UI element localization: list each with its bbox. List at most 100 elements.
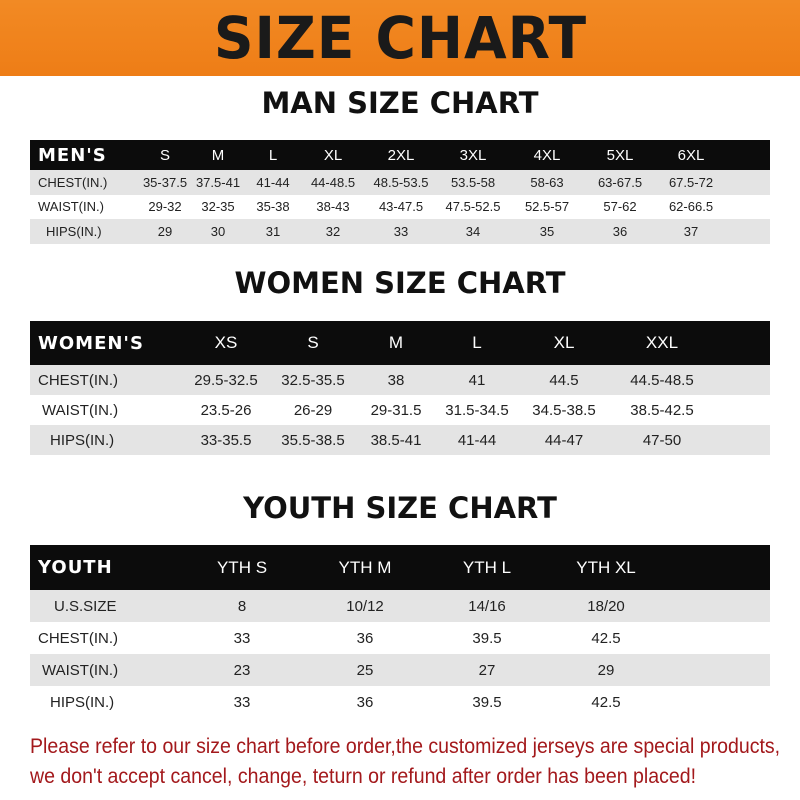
women-size-table: WOMEN'S XS S M L XL XXL CHEST(IN.) 29.5-32.5 32.5… <box>30 321 770 455</box>
size-header: XL <box>553 333 575 352</box>
table-cell: 44.5 <box>549 371 579 389</box>
table-cell: 33 <box>233 693 251 711</box>
table-cell: 8 <box>237 597 247 615</box>
size-header: YTH L <box>462 557 512 577</box>
size-header: 2XL <box>387 146 415 164</box>
table-cell: 29.5-32.5 <box>194 371 258 389</box>
table-cell: 36 <box>356 629 374 647</box>
row-label: HIPS(IN.) <box>50 431 115 449</box>
size-header: 4XL <box>533 146 561 164</box>
youth-size-table: YOUTH YTH S YTH M YTH L YTH XL U.S.SIZE 8 10/12… <box>30 545 770 718</box>
table-cell: 29 <box>157 223 173 239</box>
table-cell: 38.5-42.5 <box>630 401 694 419</box>
row-label: WAIST(IN.) <box>42 661 119 679</box>
table-cell: 44-47 <box>544 431 584 449</box>
table-cell: 42.5 <box>591 693 621 711</box>
table-cell: 44.5-48.5 <box>630 371 694 389</box>
table-cell: 33 <box>393 223 409 239</box>
table-cell: 29 <box>597 661 615 679</box>
row-label: WAIST(IN.) <box>42 401 119 419</box>
table-cell: 38 <box>387 371 405 389</box>
table-cell: 23 <box>233 661 251 679</box>
table-row: CHEST(IN.) 35-37.5 37.5-41 41-44 44-48.5 48.5… <box>30 170 770 195</box>
youth-section-title: YOUTH SIZE CHART <box>243 491 557 525</box>
table-cell: 58-63 <box>530 174 564 190</box>
table-cell: 41-44 <box>457 431 497 449</box>
size-header: M <box>211 146 225 164</box>
table-cell: 26-29 <box>293 401 333 419</box>
table-cell: 57-62 <box>603 199 637 215</box>
size-header: YTH XL <box>576 557 636 577</box>
table-cell: 29-32 <box>148 199 182 215</box>
table-cell: 53.5-58 <box>450 174 496 190</box>
table-cell: 41-44 <box>256 174 290 190</box>
title-banner: SIZE CHART <box>0 0 800 76</box>
row-label: HIPS(IN.) <box>46 223 102 239</box>
row-label: CHEST(IN.) <box>38 629 118 647</box>
size-header: M <box>388 333 404 352</box>
row-label: CHEST(IN.) <box>38 371 118 389</box>
table-row: WAIST(IN.) 23.5-26 26-29 29-31.5 31.5-34.5 34… <box>30 395 770 425</box>
table-cell: 31.5-34.5 <box>445 401 509 419</box>
men-size-table: MEN'S S M L XL 2XL 3XL 4XL 5XL 6XL CHEST(IN.) 35-37… <box>30 140 770 244</box>
table-cell: 32.5-35.5 <box>281 371 345 389</box>
size-header: 5XL <box>606 146 634 164</box>
table-cell: 34 <box>465 223 481 239</box>
table-cell: 33-35.5 <box>200 431 252 449</box>
size-header: L <box>268 146 278 164</box>
size-header: YTH M <box>338 557 392 577</box>
table-cell: 18/20 <box>587 597 625 615</box>
size-header: XS <box>214 333 238 352</box>
youth-header-row: YOUTH YTH S YTH M YTH L YTH XL <box>30 545 770 590</box>
table-cell: 33 <box>233 629 251 647</box>
table-cell: 38-43 <box>316 199 350 215</box>
size-header: 3XL <box>459 146 487 164</box>
women-section-title: WOMEN SIZE CHART <box>234 266 566 300</box>
size-header: YTH S <box>216 557 268 577</box>
table-cell: 32 <box>325 223 341 239</box>
table-cell: 27 <box>478 661 496 679</box>
row-label: HIPS(IN.) <box>50 693 115 711</box>
table-row: CHEST(IN.) 29.5-32.5 32.5-35.5 38 41 44.5 44.5… <box>30 365 770 395</box>
table-cell: 10/12 <box>346 597 384 615</box>
table-row: HIPS(IN.) 33-35.5 35.5-38.5 38.5-41 41-44 44-… <box>30 425 770 455</box>
size-header: L <box>472 333 482 352</box>
table-cell: 52.5-57 <box>524 199 570 215</box>
row-label: U.S.SIZE <box>54 597 117 615</box>
table-cell: 41 <box>468 371 486 389</box>
table-cell: 48.5-53.5 <box>373 174 429 190</box>
row-label: WAIST(IN.) <box>38 199 104 215</box>
men-header-label: MEN'S <box>38 144 107 166</box>
size-header: 6XL <box>677 146 705 164</box>
table-cell: 38.5-41 <box>370 431 422 449</box>
table-cell: 63-67.5 <box>597 174 643 190</box>
table-cell: 47-50 <box>642 431 682 449</box>
table-row: U.S.SIZE 8 10/12 14/16 18/20 <box>30 590 770 622</box>
table-cell: 31 <box>265 223 281 239</box>
size-header: S <box>307 333 319 352</box>
table-cell: 47.5-52.5 <box>445 199 501 215</box>
table-cell: 36 <box>356 693 374 711</box>
table-cell: 35-38 <box>256 199 290 215</box>
table-cell: 29-31.5 <box>370 401 422 419</box>
youth-header-label: YOUTH <box>38 557 113 578</box>
table-cell: 34.5-38.5 <box>532 401 596 419</box>
table-cell: 42.5 <box>591 629 621 647</box>
table-cell: 37 <box>683 223 699 239</box>
table-row: WAIST(IN.) 23 25 27 29 <box>30 654 770 686</box>
notice-line-2: we don't accept cancel, change, teturn o… <box>30 765 697 788</box>
table-cell: 35 <box>539 223 555 239</box>
size-header: XL <box>323 146 343 164</box>
table-cell: 35.5-38.5 <box>281 431 345 449</box>
table-cell: 43-47.5 <box>378 199 424 215</box>
table-cell: 32-35 <box>201 199 235 215</box>
table-cell: 37.5-41 <box>195 174 241 190</box>
notice-line-1: Please refer to our size chart before or… <box>30 735 781 758</box>
table-cell: 35-37.5 <box>142 174 188 190</box>
table-row: WAIST(IN.) 29-32 32-35 35-38 38-43 43-47.5 47.… <box>30 194 770 219</box>
table-cell: 39.5 <box>472 693 502 711</box>
table-row: CHEST(IN.) 33 36 39.5 42.5 <box>30 622 770 654</box>
table-cell: 39.5 <box>472 629 502 647</box>
men-section-title: MAN SIZE CHART <box>261 86 539 120</box>
table-cell: 44-48.5 <box>310 174 356 190</box>
